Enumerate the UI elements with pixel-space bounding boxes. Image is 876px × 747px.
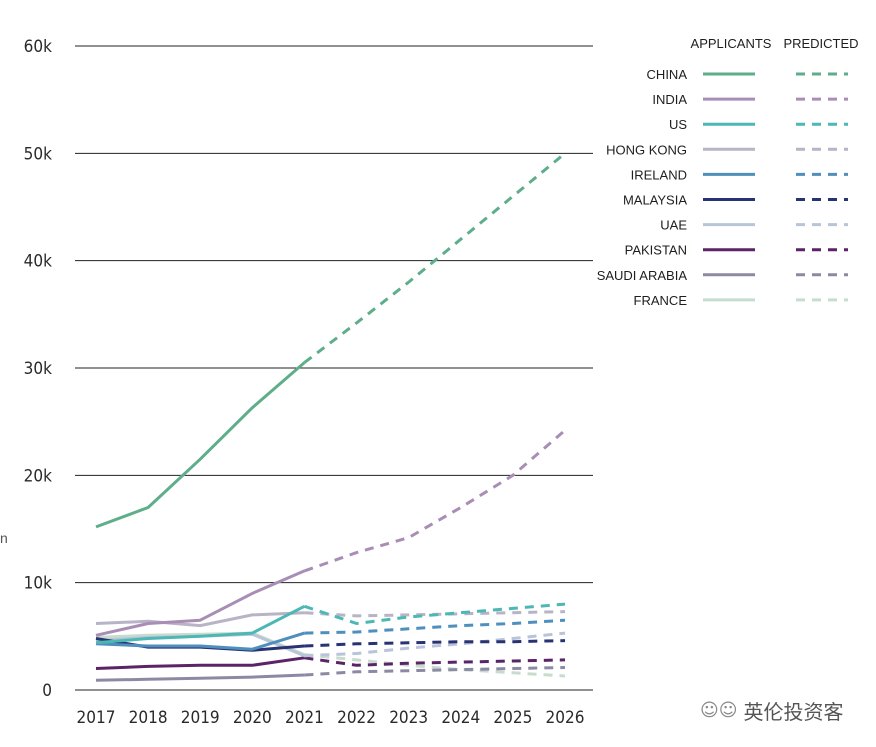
series-us-predicted bbox=[303, 602, 566, 626]
legend-label-us: US bbox=[669, 117, 687, 132]
series-china-predicted bbox=[303, 152, 566, 364]
legend-label-france: FRANCE bbox=[634, 293, 688, 308]
y-axis-ticks: 0 10k 20k 30k 40k 50k 60k bbox=[24, 37, 52, 701]
watermark: ☺☺ 英伦投资客 bbox=[700, 696, 844, 725]
legend-label-pakistan: PAKISTAN bbox=[625, 243, 687, 258]
x-tick-label: 2025 bbox=[493, 708, 532, 728]
x-axis-ticks: 2017 2018 2019 2020 2021 2022 2023 2024 2025 2026 bbox=[77, 708, 585, 728]
series-uae-predicted bbox=[304, 631, 566, 658]
x-tick-label: 2020 bbox=[233, 708, 272, 728]
x-tick-label: 2022 bbox=[337, 708, 376, 728]
x-tick-label: 2021 bbox=[285, 708, 324, 728]
legend-label-hong-kong: HONG KONG bbox=[606, 142, 687, 157]
legend-label-malaysia: MALAYSIA bbox=[623, 193, 687, 208]
legend-header-predicted: PREDICTED bbox=[783, 36, 858, 51]
series-lines bbox=[95, 152, 566, 682]
series-saudi-arabia-actual bbox=[95, 673, 305, 682]
legend-label-saudi-arabia: SAUDI ARABIA bbox=[597, 268, 688, 283]
legend-label-ireland: IRELAND bbox=[631, 167, 687, 182]
x-tick-label: 2026 bbox=[546, 708, 585, 728]
y-tick-label: 30k bbox=[24, 359, 52, 379]
series-us-actual bbox=[95, 604, 306, 645]
series-saudi-arabia-predicted bbox=[304, 666, 566, 677]
y-tick-label: 0 bbox=[42, 681, 52, 701]
x-tick-label: 2024 bbox=[441, 708, 480, 728]
legend-header-applicants: APPLICANTS bbox=[691, 36, 772, 51]
series-india-actual bbox=[95, 569, 305, 637]
wechat-icon: ☺☺ bbox=[700, 700, 738, 721]
series-pakistan-actual bbox=[95, 656, 305, 670]
series-india-predicted bbox=[303, 429, 566, 573]
x-tick-label: 2023 bbox=[389, 708, 428, 728]
series-hong-kong-actual bbox=[95, 611, 305, 628]
x-tick-label: 2018 bbox=[129, 708, 168, 728]
grid-lines bbox=[75, 45, 593, 691]
y-tick-label: 10k bbox=[24, 574, 52, 594]
x-tick-label: 2019 bbox=[181, 708, 220, 728]
series-pakistan-predicted bbox=[304, 656, 566, 667]
series-france-predicted bbox=[304, 653, 566, 678]
legend-label-india: INDIA bbox=[652, 92, 687, 107]
legend: APPLICANTS PREDICTED CHINA INDIA US HONG KO… bbox=[597, 36, 859, 308]
series-china-actual bbox=[95, 361, 306, 529]
series-ireland-actual bbox=[95, 631, 305, 651]
y-tick-label: 50k bbox=[24, 144, 52, 164]
series-ireland-predicted bbox=[304, 618, 566, 635]
stray-text: n bbox=[0, 530, 8, 546]
x-tick-label: 2017 bbox=[77, 708, 116, 728]
watermark-text: 英伦投资客 bbox=[743, 700, 844, 724]
y-tick-label: 20k bbox=[24, 466, 52, 486]
legend-label-uae: UAE bbox=[660, 218, 687, 233]
y-tick-label: 60k bbox=[24, 37, 52, 57]
y-tick-label: 40k bbox=[24, 252, 52, 272]
legend-label-china: CHINA bbox=[647, 67, 688, 82]
series-malaysia-predicted bbox=[304, 639, 566, 648]
